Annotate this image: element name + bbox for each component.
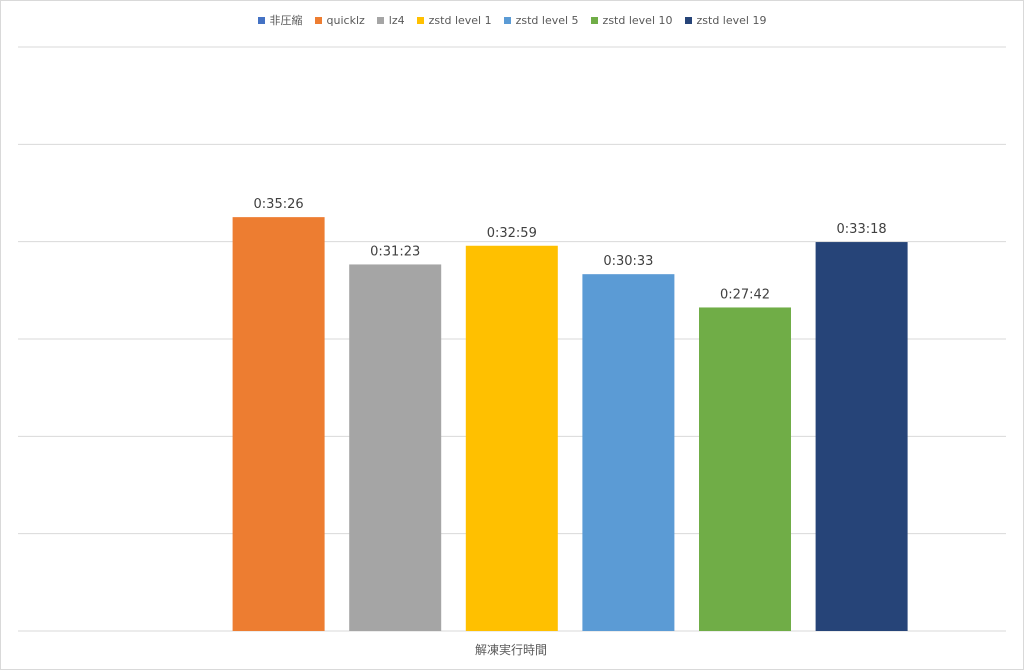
legend-swatch xyxy=(314,16,322,24)
bar-lz4 xyxy=(349,264,442,631)
legend-entry-quicklz: quicklz xyxy=(314,13,365,27)
data-label-lz4: 0:31:23 xyxy=(370,244,420,259)
legend-label: 非圧縮 xyxy=(269,14,303,27)
legend-entry-zstd-level-19: zstd level 19 xyxy=(684,13,767,27)
legend-label: zstd level 19 xyxy=(696,13,767,27)
legend-label: zstd level 10 xyxy=(602,13,673,27)
legend-swatch xyxy=(416,16,424,24)
bars xyxy=(232,217,908,631)
x-axis-category-label: 解凍実行時間 xyxy=(475,642,547,657)
data-label-zstd-level-10: 0:27:42 xyxy=(720,287,770,302)
legend-label: quicklz xyxy=(326,13,365,27)
legend-swatch xyxy=(503,16,511,24)
legend-entry-非圧縮: 非圧縮 xyxy=(257,12,303,28)
legend-entry-zstd-level-1: zstd level 1 xyxy=(416,13,492,27)
legend-swatch xyxy=(257,16,265,24)
legend-label: zstd level 1 xyxy=(428,13,492,27)
bar-zstd-level-19 xyxy=(815,242,908,631)
legend-swatch xyxy=(684,16,692,24)
chart-legend: 非圧縮 quicklz lz4 zstd level 1 zstd level 5 zst… xyxy=(0,12,1024,28)
bar-quicklz xyxy=(232,217,325,631)
legend-label: lz4 xyxy=(388,13,405,27)
legend-entry-zstd-level-10: zstd level 10 xyxy=(590,13,673,27)
data-label-quicklz: 0:35:26 xyxy=(254,197,304,212)
bar-zstd-level-10 xyxy=(699,307,791,631)
data-label-zstd-level-1: 0:32:59 xyxy=(487,226,537,241)
bar-zstd-level-5 xyxy=(582,274,675,631)
data-labels: 0:35:26 0:31:23 0:32:59 0:30:33 0:27:42 0:33:… xyxy=(254,197,887,302)
legend-entry-zstd-level-5: zstd level 5 xyxy=(503,13,579,27)
data-label-zstd-level-19: 0:33:18 xyxy=(837,222,887,237)
legend-entry-lz4: lz4 xyxy=(376,13,405,27)
data-label-zstd-level-5: 0:30:33 xyxy=(603,254,653,269)
legend-label: zstd level 5 xyxy=(515,13,579,27)
bar-zstd-level-1 xyxy=(465,245,558,631)
legend-swatch xyxy=(376,16,384,24)
legend-swatch xyxy=(590,16,598,24)
